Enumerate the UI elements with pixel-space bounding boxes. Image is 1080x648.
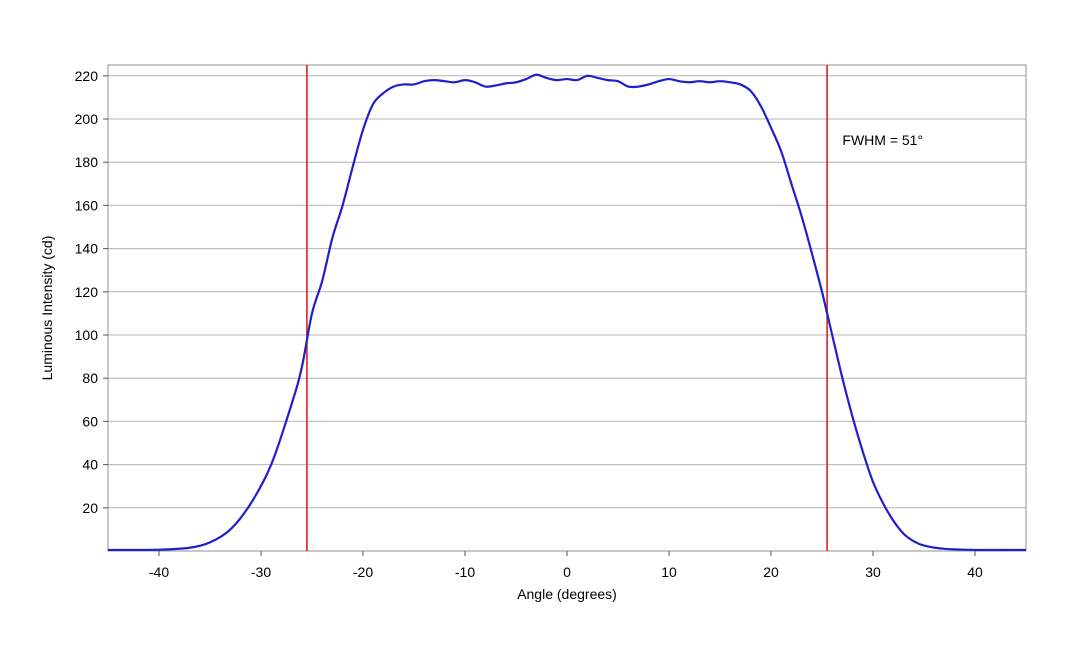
y-tick-label: 160 (75, 197, 99, 213)
x-tick-label: -30 (251, 564, 271, 580)
x-axis-ticks: -40 -30 -20 -10 0 10 20 30 40 (149, 551, 983, 580)
x-tick-label: -20 (353, 564, 373, 580)
series-group (107, 73, 1027, 552)
y-tick-label: 220 (75, 68, 99, 84)
y-tick-label: 100 (75, 327, 99, 343)
x-axis-title: Angle (degrees) (517, 586, 617, 602)
intensity-curve (107, 73, 1027, 552)
x-tick-label: 30 (865, 564, 881, 580)
y-tick-label: 40 (82, 457, 98, 473)
y-axis-title: Luminous Intensity (cd) (39, 236, 55, 381)
y-tick-label: 80 (82, 370, 98, 386)
y-tick-label: 60 (82, 413, 98, 429)
y-tick-label: 180 (75, 154, 99, 170)
x-tick-label: 10 (661, 564, 677, 580)
annotations: FWHM = 51° (842, 132, 923, 148)
x-tick-label: -40 (149, 564, 169, 580)
y-axis-ticks: 20 40 60 80 100 120 140 160 180 200 220 (75, 68, 108, 516)
x-tick-label: 20 (763, 564, 779, 580)
fwhm-annotation: FWHM = 51° (842, 132, 923, 148)
y-tick-label: 120 (75, 284, 99, 300)
grid-lines (108, 75, 1026, 509)
y-tick-label: 140 (75, 241, 99, 257)
x-tick-label: -10 (455, 564, 475, 580)
x-tick-label: 40 (967, 564, 983, 580)
fwhm-reference-lines (306, 65, 828, 551)
x-tick-label: 0 (563, 564, 571, 580)
y-tick-label: 200 (75, 111, 99, 127)
y-tick-label: 20 (82, 500, 98, 516)
